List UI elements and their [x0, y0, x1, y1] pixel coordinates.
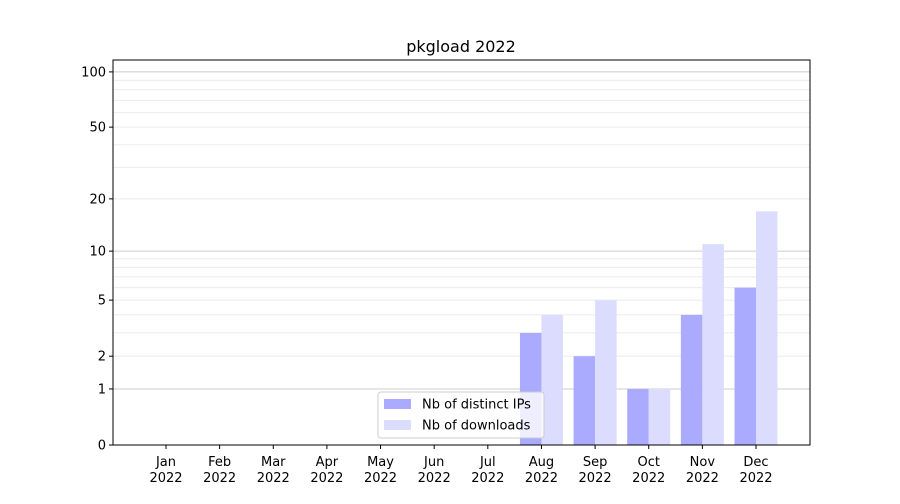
legend-label: Nb of downloads [422, 419, 531, 434]
x-tick-label: Oct 2022 [632, 455, 665, 486]
chart-title: pkgload 2022 [406, 37, 516, 56]
y-tick-label: 20 [89, 192, 106, 207]
legend-swatch [384, 420, 411, 430]
x-tick-label: Dec 2022 [739, 455, 772, 486]
y-tick-label: 50 [89, 121, 106, 136]
legend-box [377, 391, 545, 439]
bar-downloads [595, 300, 617, 445]
x-tick-label: Sep 2022 [579, 455, 612, 486]
y-tick-label: 10 [89, 245, 106, 260]
y-tick-label: 100 [81, 65, 106, 80]
y-tick-label: 2 [98, 350, 106, 365]
x-tick-label: Jun 2022 [418, 455, 451, 486]
bar-distinct-ips [680, 314, 703, 445]
bar-downloads [702, 244, 724, 445]
bar-distinct-ips [734, 287, 756, 445]
bar-downloads [541, 314, 563, 445]
x-tick-label: May 2022 [364, 455, 397, 486]
bar-distinct-ips [573, 356, 596, 445]
bar-downloads [756, 211, 778, 445]
y-tick-label: 0 [98, 439, 106, 454]
x-tick-label: Nov 2022 [686, 455, 719, 486]
legend-label: Nb of distinct IPs [422, 398, 531, 413]
y-tick-label: 1 [98, 382, 106, 397]
y-tick-label: 5 [98, 294, 106, 309]
x-tick-label: Feb 2022 [203, 455, 236, 486]
bar-distinct-ips [627, 388, 649, 445]
bar-downloads [648, 388, 671, 445]
x-tick-label: Jul 2022 [471, 455, 504, 486]
x-tick-label: Aug 2022 [525, 455, 558, 486]
plot-frame [112, 59, 811, 446]
x-tick-label: Mar 2022 [257, 455, 290, 486]
legend-swatch [384, 399, 411, 409]
x-tick-label: Jan 2022 [149, 455, 182, 486]
x-tick-label: Apr 2022 [310, 455, 343, 486]
